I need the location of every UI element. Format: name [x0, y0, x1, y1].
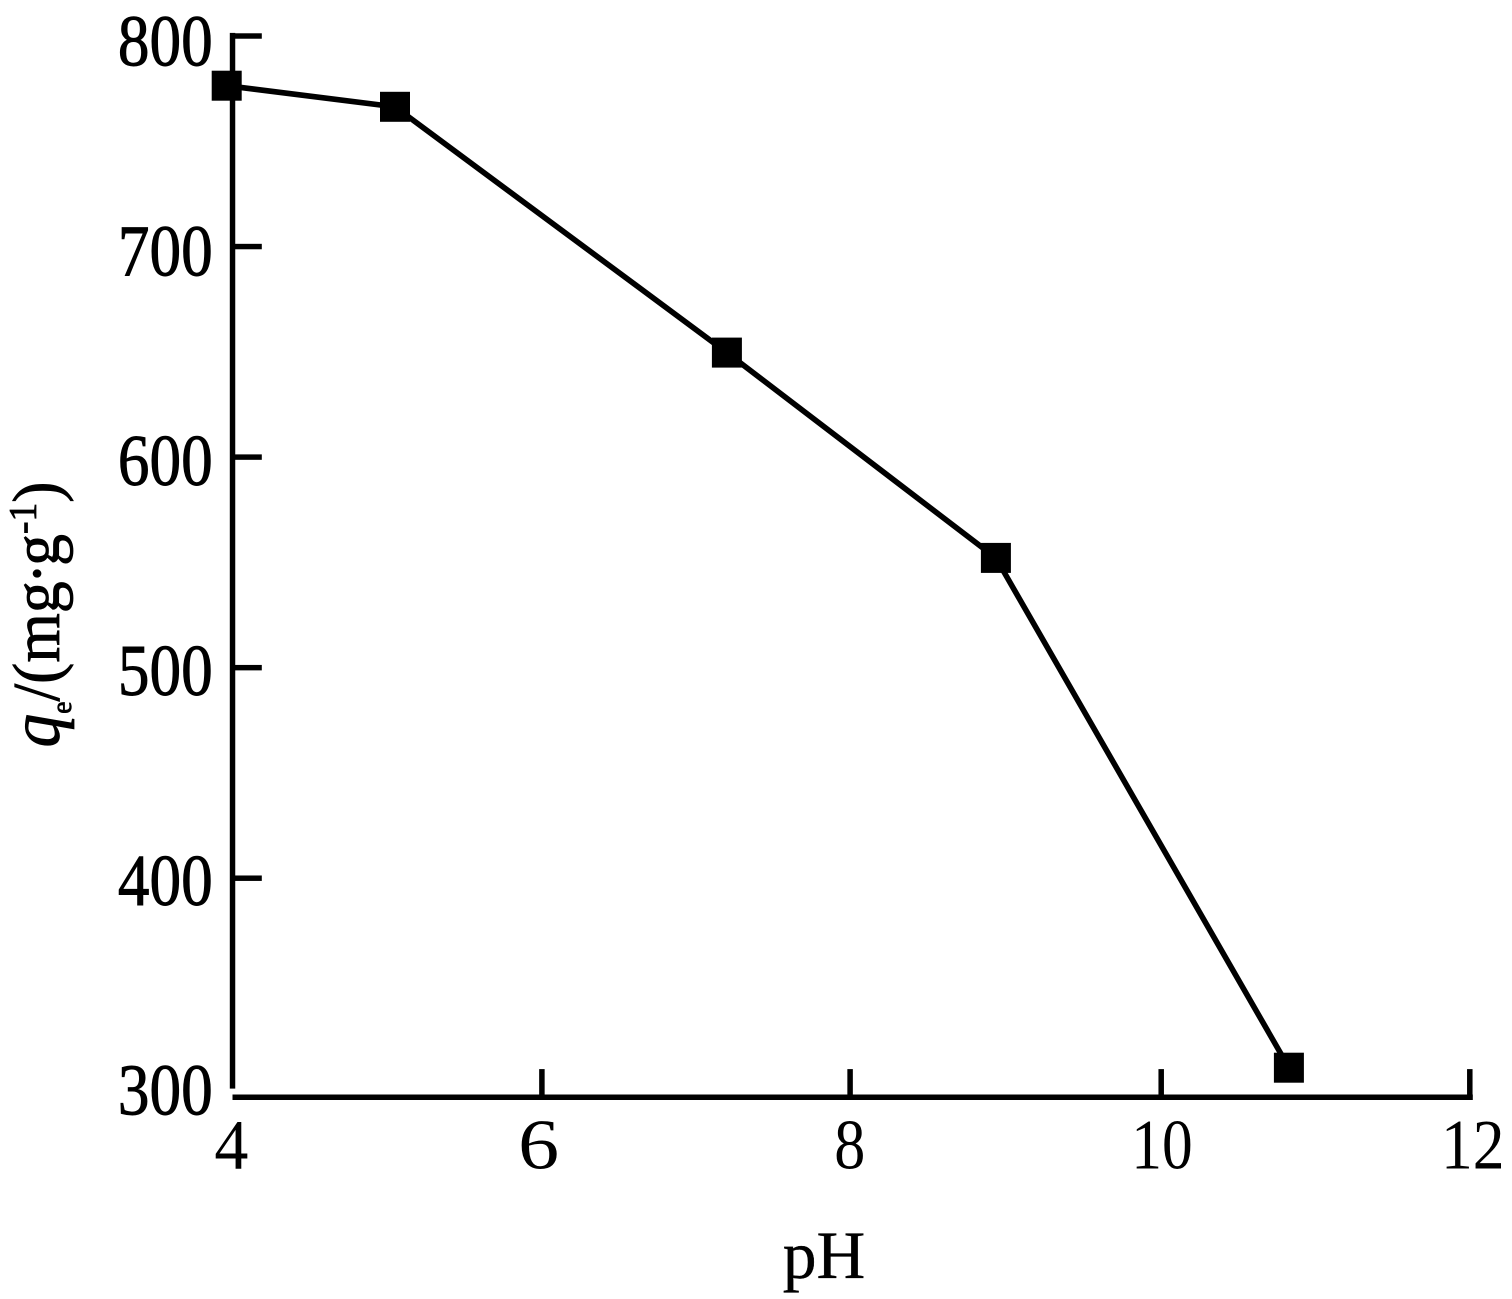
svg-text:pH: pH	[783, 1218, 866, 1293]
svg-text:6: 6	[518, 1106, 559, 1185]
svg-text:300: 300	[118, 1049, 213, 1130]
svg-text:600: 600	[118, 420, 213, 501]
svg-text:8: 8	[834, 1107, 865, 1185]
svg-text:qe/(mg·g-1): qe/(mg·g-1)	[0, 482, 78, 748]
svg-text:700: 700	[118, 210, 213, 291]
svg-text:500: 500	[118, 630, 213, 711]
svg-text:400: 400	[118, 839, 213, 920]
svg-text:800: 800	[118, 0, 213, 81]
svg-text:12: 12	[1441, 1105, 1505, 1184]
svg-text:10: 10	[1131, 1106, 1192, 1184]
svg-text:4: 4	[214, 1106, 248, 1185]
